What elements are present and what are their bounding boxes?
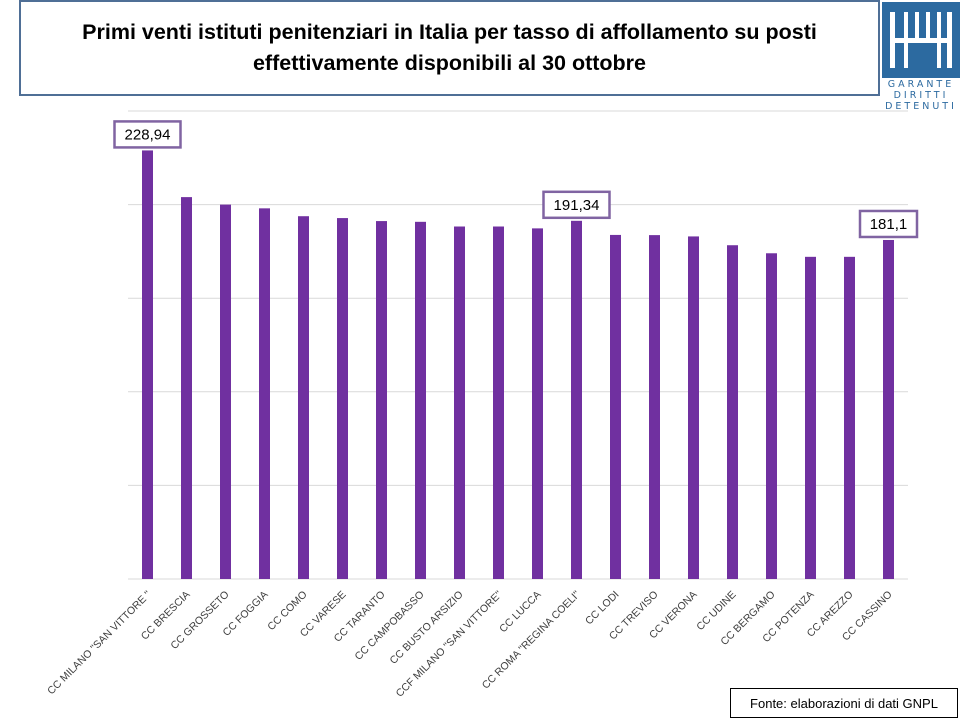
bar [220,204,231,579]
data-label: 191,34 [542,190,611,220]
gridlines [128,110,908,580]
bar [805,256,816,579]
data-label-text: 228,94 [125,126,171,143]
bar [688,236,699,579]
data-label-box [858,209,919,239]
bar [454,226,465,580]
bars [142,150,894,580]
logo-text-garante: GARANTE [887,79,955,90]
chart-title-line-1: Primi venti istituti penitenziari in Ita… [82,20,817,44]
bar [844,256,855,579]
source-note: Fonte: elaborazioni di dati GNPL [730,688,958,718]
bar [259,208,270,579]
data-label-text: 181,1 [870,216,908,233]
bar [649,235,660,580]
bar [415,221,426,580]
bar [181,197,192,579]
logo-mark-icon [882,2,960,78]
garante-logo: GARANTE DIRITTI DETENUTI [882,2,960,112]
data-label: 181,1 [858,209,919,239]
bar [493,226,504,580]
bar [532,228,543,580]
category-label: CC BUSTO ARSIZIO [388,589,466,667]
data-label: 228,94 [113,120,182,149]
category-label: CC LODI [583,589,622,628]
chart-title-box: Primi venti istituti penitenziari in Ita… [19,0,880,96]
bar [571,220,582,579]
bar [337,218,348,579]
bar [727,245,738,579]
category-label: CC CAMPOBASSO [353,589,427,663]
logo-text-detenuti: DETENUTI [885,101,957,112]
data-label-text: 191,34 [554,197,600,214]
bar [142,150,153,579]
category-label: CC MILANO "SAN VITTORE " [45,588,154,697]
bar [298,216,309,579]
bar [766,253,777,579]
bar [376,221,387,579]
data-labels: 228,94 191,34 181,1 [113,120,919,239]
bar [610,234,621,580]
chart-title-line-2: effettivamente disponibili al 30 ottobre [252,51,647,75]
bar [883,239,894,579]
logo-text-diritti: DIRITTI [893,90,949,101]
data-label-box [113,120,182,149]
data-label-box [542,190,611,220]
